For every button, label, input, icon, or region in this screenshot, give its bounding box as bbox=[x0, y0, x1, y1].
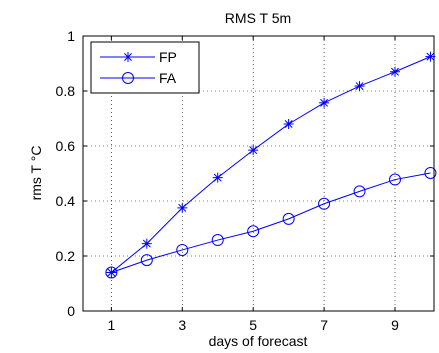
data-point-fa bbox=[140, 254, 153, 267]
y-tick-label: 0.2 bbox=[56, 248, 76, 264]
data-point-fp bbox=[177, 202, 188, 213]
legend: FP FA bbox=[90, 41, 200, 94]
data-point-fa bbox=[318, 197, 331, 210]
data-point-fa bbox=[424, 166, 437, 179]
x-tick-label: 7 bbox=[320, 317, 328, 333]
series-line-fp bbox=[111, 56, 431, 273]
y-tick-label: 0.4 bbox=[56, 193, 76, 209]
data-point-fa bbox=[105, 266, 118, 279]
data-point-fp bbox=[319, 97, 330, 108]
data-point-fp bbox=[248, 145, 259, 156]
series-layer bbox=[105, 51, 437, 279]
plot-frame bbox=[82, 35, 435, 312]
y-tick-label: 0.8 bbox=[56, 83, 76, 99]
data-point-fa bbox=[282, 212, 295, 225]
y-tick-label: 0.6 bbox=[56, 138, 76, 154]
x-tick-label: 9 bbox=[391, 317, 399, 333]
x-axis-label: days of forecast bbox=[209, 333, 308, 349]
data-point-fa bbox=[389, 173, 401, 186]
data-point-fp bbox=[354, 81, 365, 92]
y-tick-label: 0 bbox=[67, 303, 75, 319]
x-tick-label: 1 bbox=[107, 317, 115, 333]
data-point-fp bbox=[283, 119, 294, 129]
data-point-fa bbox=[211, 234, 224, 247]
data-point-fa bbox=[176, 243, 189, 256]
data-point-fp bbox=[390, 66, 400, 77]
legend-label-fa: FA bbox=[159, 70, 177, 86]
legend-label-fp: FP bbox=[159, 49, 177, 65]
chart-title: RMS T 5m bbox=[225, 10, 291, 26]
y-axis-label: rms T °C bbox=[28, 146, 44, 201]
data-point-fa bbox=[247, 225, 260, 238]
data-point-fa bbox=[353, 185, 366, 198]
data-point-fp bbox=[141, 238, 152, 249]
legend-marker-fa bbox=[122, 72, 134, 84]
axis-ticks: 1 3 5 7 9 0 0.2 0.4 0.6 0.8 1 bbox=[56, 28, 434, 333]
grid bbox=[83, 36, 434, 311]
legend-box bbox=[90, 41, 200, 94]
data-point-fp bbox=[212, 172, 223, 183]
legend-marker-fp bbox=[123, 52, 133, 62]
y-tick-label: 1 bbox=[67, 28, 75, 44]
x-tick-label: 5 bbox=[249, 317, 257, 333]
series-line-fa bbox=[111, 172, 431, 273]
x-tick-label: 3 bbox=[178, 317, 186, 333]
